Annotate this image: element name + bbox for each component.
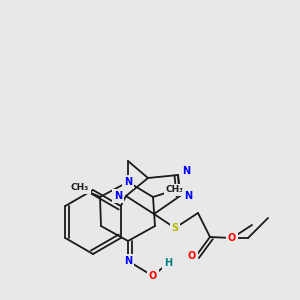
Text: N: N <box>182 166 190 176</box>
Text: H: H <box>164 258 172 268</box>
Text: CH₃: CH₃ <box>166 185 184 194</box>
Text: O: O <box>228 233 236 243</box>
Text: O: O <box>188 251 196 261</box>
Text: S: S <box>171 223 178 233</box>
Text: N: N <box>124 256 132 266</box>
Text: N: N <box>124 177 132 187</box>
Text: N: N <box>184 191 192 201</box>
Text: N: N <box>114 191 122 201</box>
Text: CH₃: CH₃ <box>71 184 89 193</box>
Text: O: O <box>149 271 157 281</box>
